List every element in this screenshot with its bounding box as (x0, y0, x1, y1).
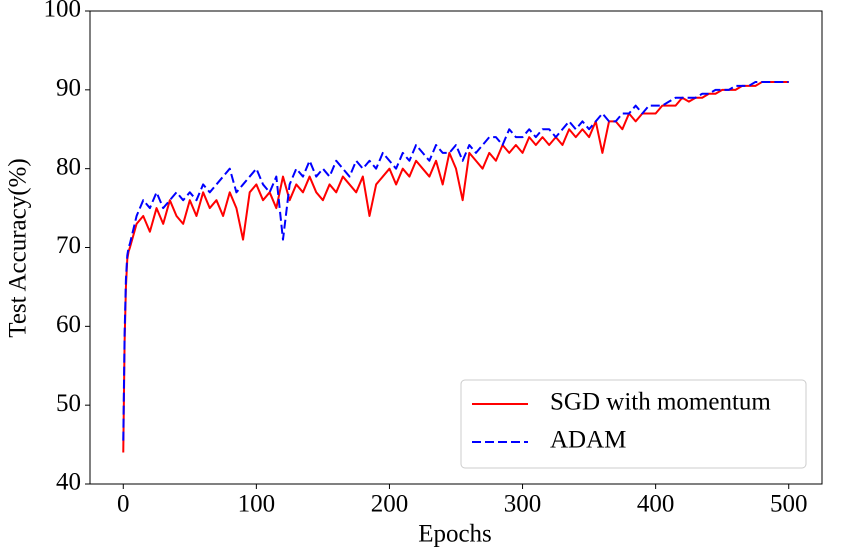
legend-box (460, 379, 807, 469)
legend-label: ADAM (550, 427, 626, 454)
x-tick-label: 300 (504, 491, 542, 518)
y-axis-label: Test Accuracy(%) (5, 158, 32, 337)
x-tick-label: 400 (637, 491, 675, 518)
y-tick-label: 40 (56, 469, 81, 496)
y-tick-label: 90 (56, 75, 81, 102)
x-tick-label: 0 (117, 491, 130, 518)
x-axis-label: Epochs (418, 521, 492, 548)
y-tick-label: 100 (44, 0, 82, 23)
y-tick-label: 60 (56, 311, 81, 338)
x-tick-label: 200 (371, 491, 409, 518)
x-tick-label: 100 (238, 491, 276, 518)
legend-label: SGD with momentum (550, 389, 771, 416)
series-line (122, 80, 789, 441)
y-tick-label: 70 (56, 232, 81, 259)
y-tick-label: 50 (56, 390, 81, 417)
x-tick-label: 500 (770, 491, 808, 518)
y-tick-label: 80 (56, 153, 81, 180)
series-line (122, 80, 789, 453)
